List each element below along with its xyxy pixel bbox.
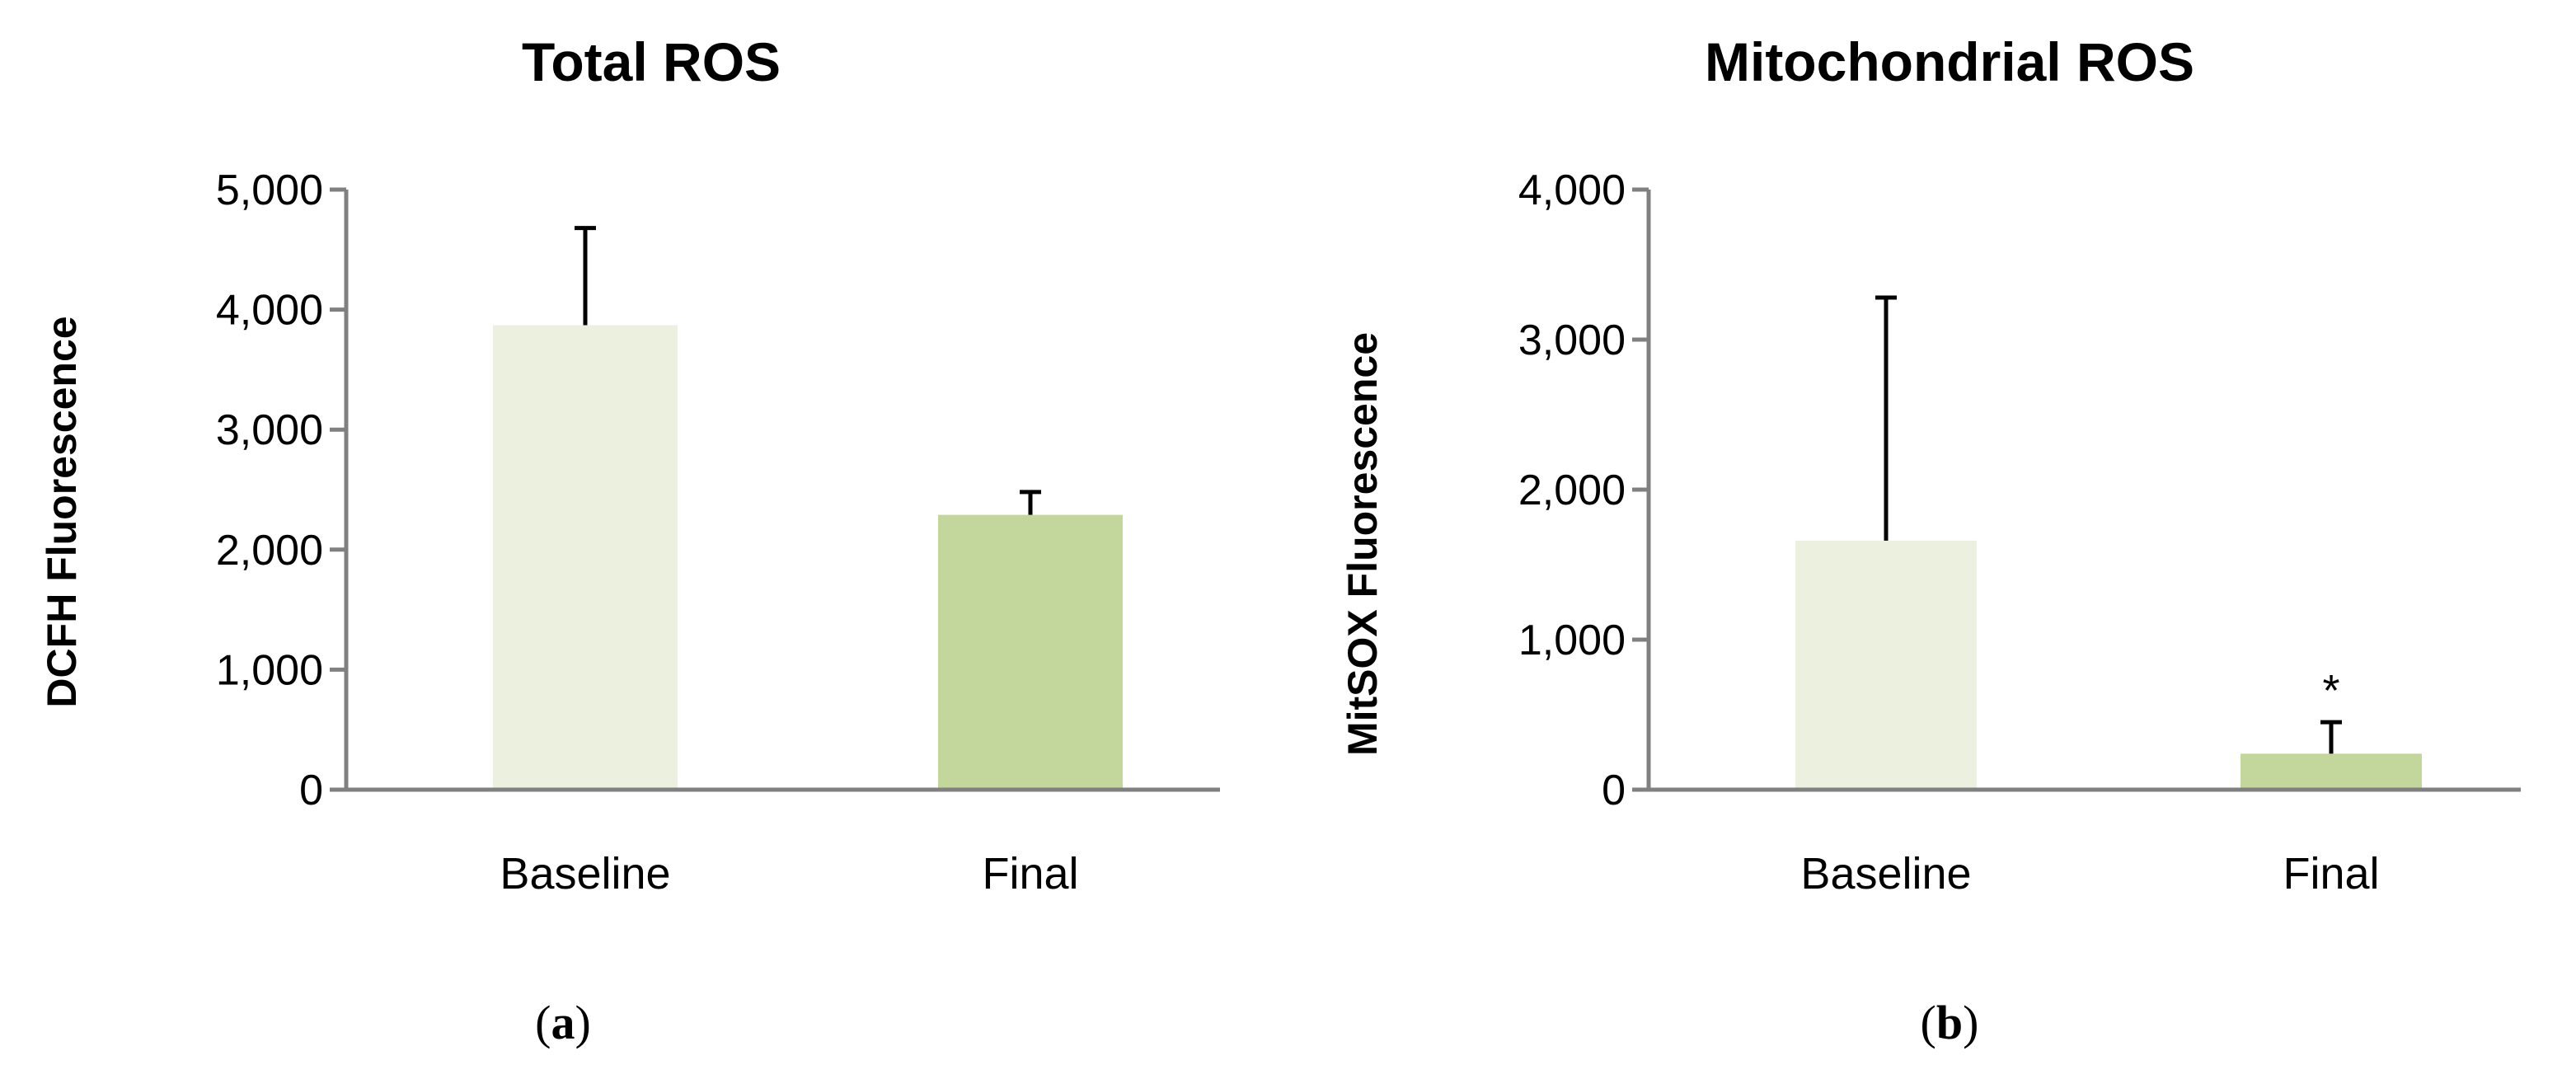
bar-b-baseline xyxy=(1795,540,1977,790)
significance-marker-b: * xyxy=(2322,666,2339,715)
y-tick-label-a-2: 2,000 xyxy=(216,527,323,575)
bar-a-final xyxy=(938,514,1123,790)
panel-label-b: (b) xyxy=(1921,996,1979,1049)
y-tick-label-a-1: 1,000 xyxy=(216,646,323,694)
y-axis-label-b: MitSOX Fluorescence xyxy=(1340,332,1386,756)
y-tick-label-b-3: 3,000 xyxy=(1518,317,1626,364)
y-tick-label-b-1: 1,000 xyxy=(1518,617,1626,664)
x-tick-label-a-final: Final xyxy=(982,849,1078,898)
chart-title-b: Mitochondrial ROS xyxy=(1705,31,2194,92)
y-tick-label-a-0: 0 xyxy=(299,767,323,814)
chart-title-a: Total ROS xyxy=(522,31,781,92)
y-tick-label-a-4: 4,000 xyxy=(216,287,323,335)
x-tick-label-b-final: Final xyxy=(2283,849,2379,898)
x-tick-label-a-baseline: Baseline xyxy=(500,849,670,898)
axes-a: Baseline Final 0 1,000 2,000 3,000 4,000 5,000 xyxy=(216,167,1220,898)
y-tick-label-a-3: 3,000 xyxy=(216,406,323,454)
y-tick-label-b-4: 4,000 xyxy=(1518,167,1626,214)
chart-panel-b: Mitochondrial ROS MitSOX Fluorescence Ba… xyxy=(1340,31,2521,1049)
x-tick-label-b-baseline: Baseline xyxy=(1800,849,1971,898)
bar-b-final xyxy=(2241,753,2422,790)
axes-b: Baseline Final * 0 1,000 2,000 3,000 4,000 xyxy=(1518,167,2521,898)
y-axis-label-a: DCFH Fluorescence xyxy=(39,316,85,707)
panel-label-a: (a) xyxy=(535,996,591,1049)
chart-panel-a: Total ROS DCFH Fluorescence Baseline Fina… xyxy=(39,31,1220,1049)
y-tick-label-a-5: 5,000 xyxy=(216,167,323,214)
y-tick-label-b-2: 2,000 xyxy=(1518,467,1626,514)
bar-a-baseline xyxy=(493,325,678,790)
y-tick-label-b-0: 0 xyxy=(1602,767,1626,814)
